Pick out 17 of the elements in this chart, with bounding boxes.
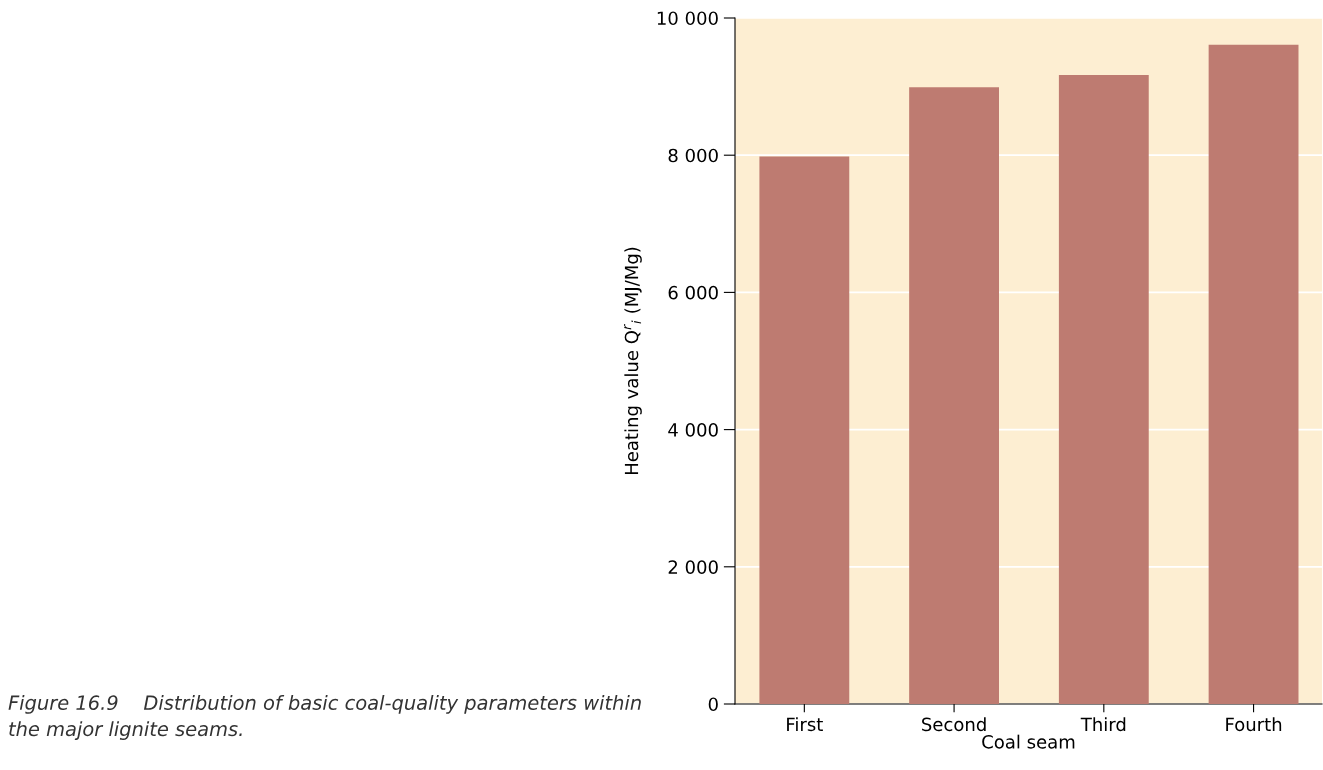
y-tick-label: 2 000 [668,560,718,574]
x-tick-label: Fourth [1226,717,1282,732]
x-axis-title: Coal seam [982,734,1075,749]
bar [1058,74,1149,704]
y-tick-label: 0 [708,697,718,712]
x-tick-label: First [787,717,823,732]
bar [909,87,999,704]
bar [759,156,850,704]
y-tick-label: 10 000 [657,11,718,26]
bar [1208,44,1299,704]
y-tick-label: 6 000 [668,285,718,300]
x-tick-label: Second [922,717,986,732]
y-tick-label: 4 000 [668,423,718,437]
x-tick-label: Third [1080,717,1126,732]
y-tick-label: 8 000 [668,148,718,163]
caption: Figure 16.9 Distribution of basic coal-quality parameters within the major lignite seams. [8,694,641,740]
y-axis-title: Heating value Q$^{r}$$_{i}$ (MJ/Mg) [624,247,642,475]
